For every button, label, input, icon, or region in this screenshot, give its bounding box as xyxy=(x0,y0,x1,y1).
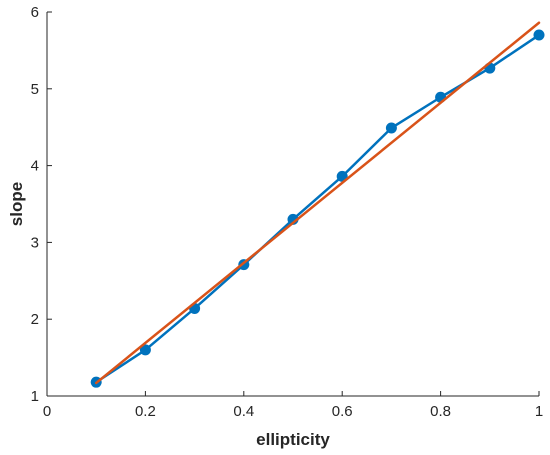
y-tick-label: 3 xyxy=(31,234,39,251)
series-1 xyxy=(94,21,541,385)
data-point xyxy=(139,344,151,356)
y-axis-ticks: 1 2 3 4 5 6 xyxy=(31,4,52,405)
data-point xyxy=(385,122,397,134)
y-axis-label: slope xyxy=(7,182,26,226)
axes: 0 0.2 0.4 0.6 0.8 1 1 2 3 4 5 6 xyxy=(31,4,544,420)
x-tick-label: 0.6 xyxy=(332,403,353,420)
x-tick-label: 1 xyxy=(535,403,543,420)
y-tick-label: 1 xyxy=(31,388,39,405)
y-tick-label: 6 xyxy=(31,4,39,21)
series-line xyxy=(94,21,541,385)
x-tick-label: 0.2 xyxy=(135,403,156,420)
plot-area xyxy=(90,21,545,388)
series-0 xyxy=(90,29,545,388)
x-axis-ticks: 0 0.2 0.4 0.6 0.8 1 xyxy=(43,391,543,420)
y-tick-label: 2 xyxy=(31,311,39,328)
x-tick-label: 0.8 xyxy=(430,403,451,420)
y-tick-label: 5 xyxy=(31,81,39,98)
data-point xyxy=(533,29,545,41)
x-tick-label: 0.4 xyxy=(233,403,254,420)
x-tick-label: 0 xyxy=(43,403,51,420)
y-tick-label: 4 xyxy=(31,158,39,175)
x-axis-label: ellipticity xyxy=(256,430,330,449)
